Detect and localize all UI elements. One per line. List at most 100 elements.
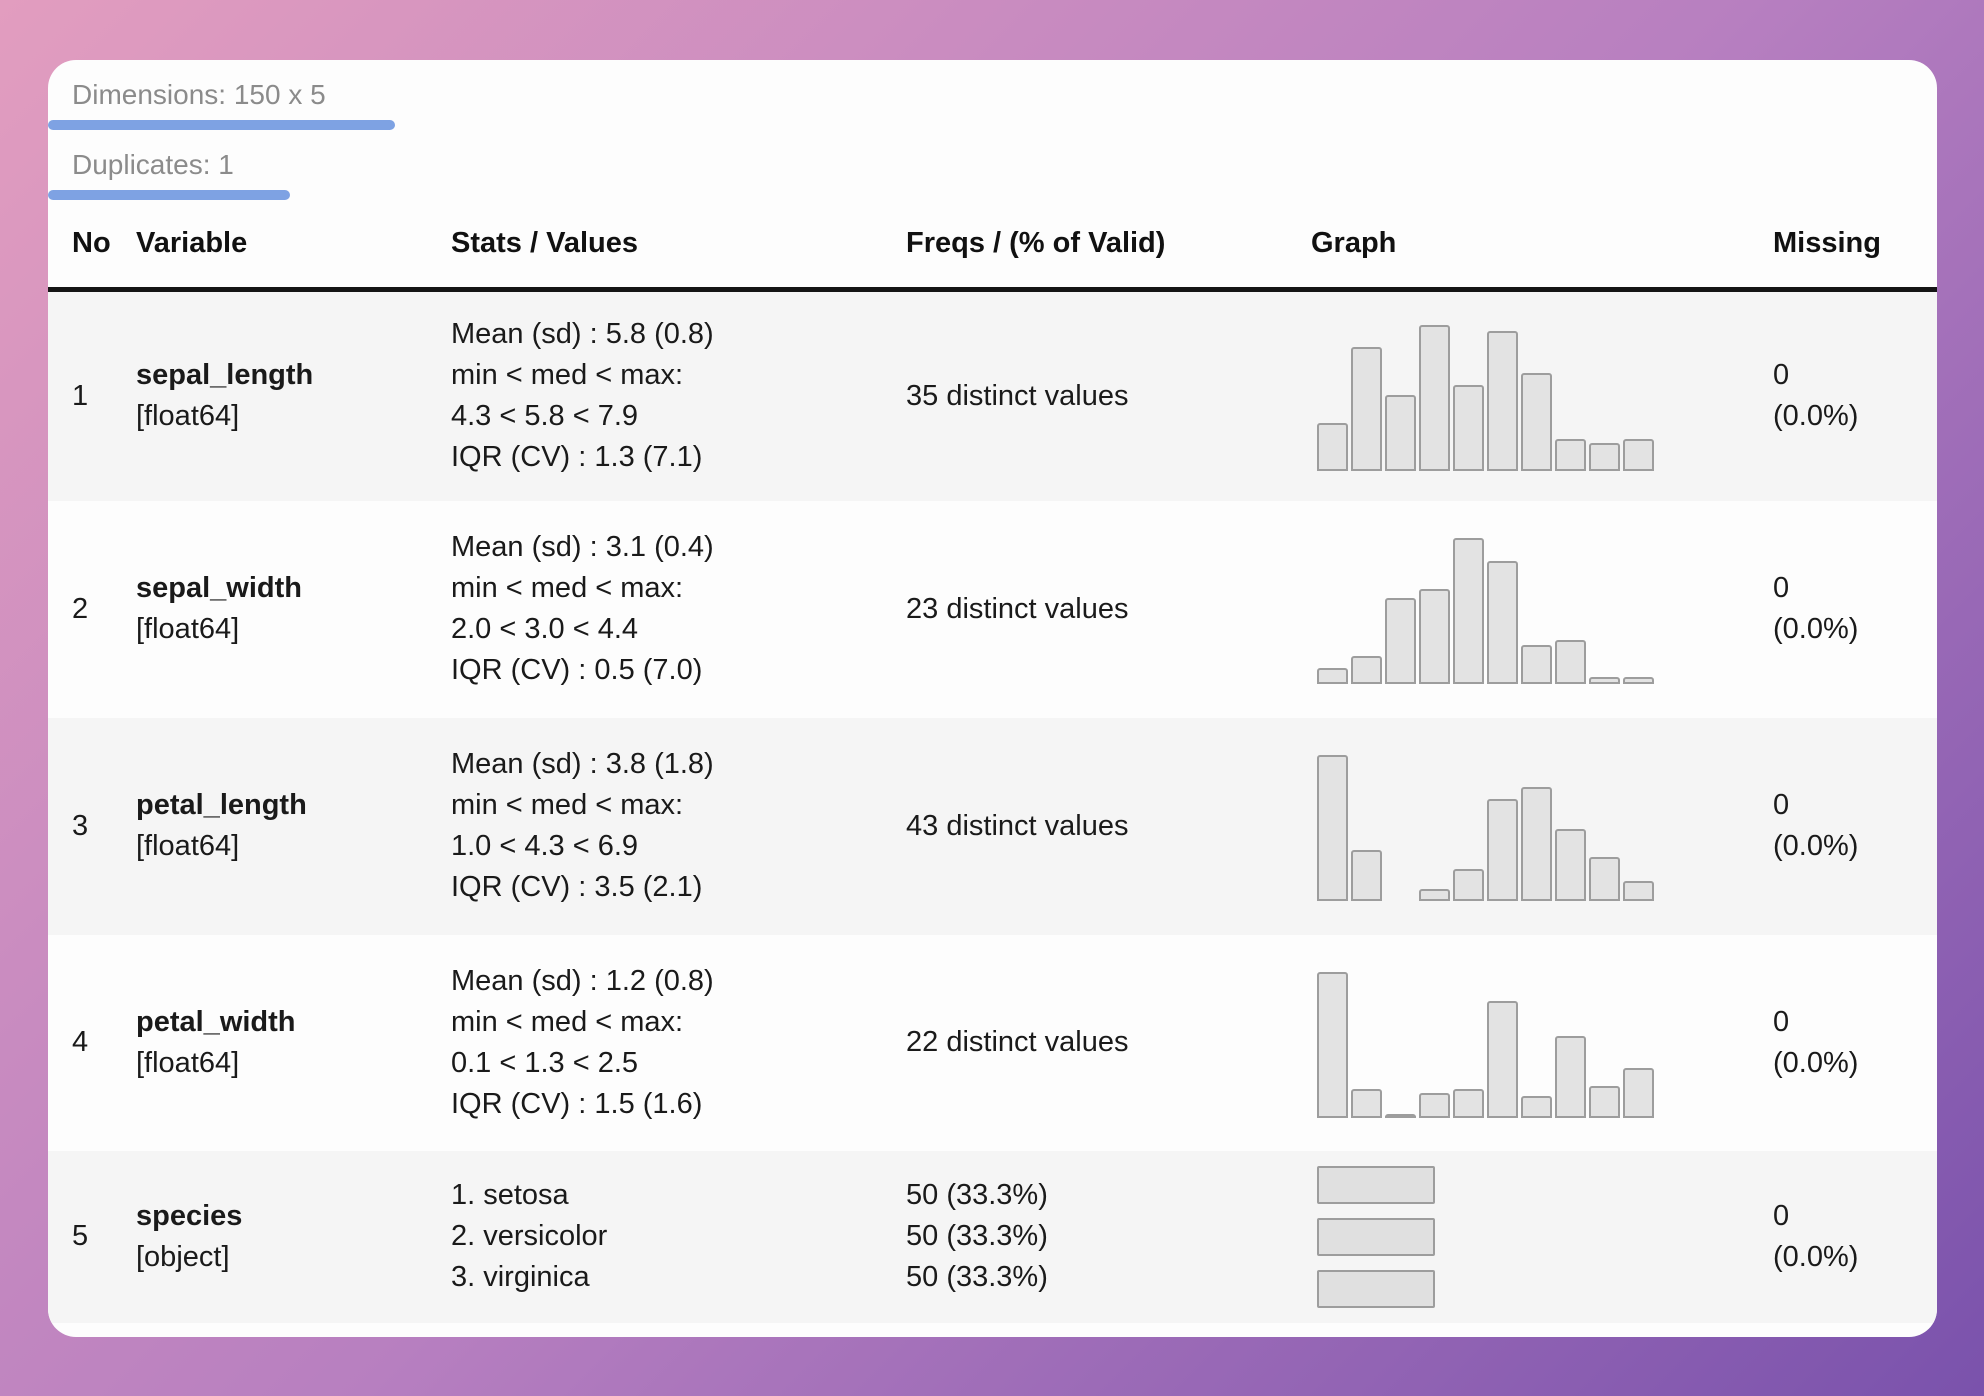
missing-cell: 0 (0.0%) xyxy=(1773,718,1937,935)
histogram-bar xyxy=(1555,640,1586,684)
cell-line: 50 (33.3%) xyxy=(906,1179,1048,1211)
cell-line: IQR (CV) : 1.5 (1.6) xyxy=(451,1087,703,1120)
histogram-bar xyxy=(1555,1035,1586,1118)
histogram-bar xyxy=(1351,1088,1382,1118)
variable-dtype: [object] xyxy=(136,1240,230,1273)
category-bar xyxy=(1317,1269,1435,1308)
dimensions-label: Dimensions: 150 x 5 xyxy=(72,79,326,110)
histogram-bar xyxy=(1521,1095,1552,1118)
table-row-petal-width: 4 petal_width [float64] Mean (sd) : 1.2 … xyxy=(48,935,1937,1151)
variable-cell: sepal_length [float64] xyxy=(136,290,451,501)
cell-line: 43 distinct values xyxy=(906,809,1129,842)
histogram-bar xyxy=(1589,857,1620,901)
dimensions-underline-highlight xyxy=(48,120,395,130)
variable-cell: petal_width [float64] xyxy=(136,935,451,1151)
cell-line: 1. setosa xyxy=(451,1179,569,1211)
cell-line: 0 xyxy=(1773,359,1790,392)
stats-cell: Mean (sd) : 3.8 (1.8) min < med < max: 1.0… xyxy=(451,718,906,935)
row-number: 3 xyxy=(72,809,89,842)
histogram-bar xyxy=(1555,439,1586,472)
histogram-bar xyxy=(1521,787,1552,901)
cell-line: 0 xyxy=(1773,789,1790,821)
cell-line: 23 distinct values xyxy=(906,592,1129,625)
header-variable: Variable xyxy=(136,200,451,292)
cell-line: 50 (33.3%) xyxy=(906,1261,1048,1293)
report-card: Dimensions: 150 x 5 Duplicates: 1 No Var… xyxy=(48,60,1937,1337)
cell-line: 2.0 < 3.0 < 4.4 xyxy=(451,613,639,645)
histogram-bar xyxy=(1623,881,1654,901)
missing-cell: 0 (0.0%) xyxy=(1773,290,1937,501)
histogram-bar xyxy=(1419,889,1450,901)
cell-line: min < med < max: xyxy=(451,1005,684,1038)
histogram-bar xyxy=(1589,677,1620,684)
freqs-cell: 22 distinct values xyxy=(906,935,1311,1151)
cell-line: IQR (CV) : 0.5 (7.0) xyxy=(451,654,703,686)
histogram-bar xyxy=(1487,331,1518,472)
cell-line: (0.0%) xyxy=(1773,830,1859,862)
cell-line: min < med < max: xyxy=(451,572,684,604)
header-missing: Missing xyxy=(1773,200,1937,292)
cell-line: (0.0%) xyxy=(1773,1046,1859,1079)
histogram-bar xyxy=(1487,1000,1518,1118)
histogram-bar xyxy=(1453,1088,1484,1118)
histogram-bar xyxy=(1317,423,1348,472)
histogram-bar xyxy=(1419,1092,1450,1118)
duplicates-label: Duplicates: 1 xyxy=(72,149,234,180)
cell-line: 1.0 < 4.3 < 6.9 xyxy=(451,830,639,862)
histogram-bar xyxy=(1351,850,1382,901)
histogram-bar xyxy=(1351,347,1382,472)
histogram-bar xyxy=(1589,1085,1620,1118)
histogram-bar xyxy=(1453,538,1484,684)
graph-cell xyxy=(1311,935,1773,1151)
table-row-sepal-length: 1 sepal_length [float64] Mean (sd) : 5.8… xyxy=(48,289,1937,501)
header-stats-values: Stats / Values xyxy=(451,200,906,292)
missing-cell: 0 (0.0%) xyxy=(1773,501,1937,718)
variable-name: species xyxy=(136,1199,243,1232)
cell-line: Mean (sd) : 5.8 (0.8) xyxy=(451,318,714,351)
histogram-bar xyxy=(1487,561,1518,684)
freqs-cell: 43 distinct values xyxy=(906,718,1311,935)
histogram-bar xyxy=(1317,755,1348,901)
cell-line: 0.1 < 1.3 < 2.5 xyxy=(451,1046,639,1079)
cell-line: 0 xyxy=(1773,572,1790,604)
variable-dtype: [float64] xyxy=(136,830,240,862)
variable-dtype: [float64] xyxy=(136,1046,240,1079)
category-bar xyxy=(1317,1217,1435,1256)
missing-cell: 0 (0.0%) xyxy=(1773,1151,1937,1323)
histogram-bar xyxy=(1623,1067,1654,1118)
cell-line: min < med < max: xyxy=(451,789,684,821)
cell-line: 0 xyxy=(1773,1005,1790,1038)
sepal-width-histogram xyxy=(1311,534,1773,684)
table-row-petal-length: 3 petal_length [float64] Mean (sd) : 3.8… xyxy=(48,717,1937,935)
missing-cell: 0 (0.0%) xyxy=(1773,935,1937,1151)
variable-dtype: [float64] xyxy=(136,400,240,433)
cell-line: IQR (CV) : 3.5 (2.1) xyxy=(451,871,703,903)
cell-line: 35 distinct values xyxy=(906,379,1129,412)
histogram-bar xyxy=(1385,1113,1416,1118)
summary-table: No Variable Stats / Values Freqs / (% of… xyxy=(48,200,1937,1323)
summary-table-header-row: No Variable Stats / Values Freqs / (% of… xyxy=(48,200,1937,292)
histogram-bar xyxy=(1521,373,1552,472)
row-number: 4 xyxy=(72,1026,89,1058)
histogram-bar xyxy=(1385,395,1416,472)
histogram-bar xyxy=(1623,439,1654,472)
histogram-bar xyxy=(1419,325,1450,472)
stats-cell: Mean (sd) : 5.8 (0.8) min < med < max: 4.3… xyxy=(451,290,906,501)
variable-cell: sepal_width [float64] xyxy=(136,501,451,718)
header-freqs: Freqs / (% of Valid) xyxy=(906,200,1311,292)
cell-line: (0.0%) xyxy=(1773,613,1859,645)
cell-line: 3. virginica xyxy=(451,1261,590,1293)
histogram-bar xyxy=(1385,598,1416,684)
variable-name: petal_length xyxy=(136,789,307,821)
cell-line: 22 distinct values xyxy=(906,1026,1129,1058)
cell-line: Mean (sd) : 3.1 (0.4) xyxy=(451,531,714,563)
histogram-bar xyxy=(1317,971,1348,1118)
variable-name: petal_width xyxy=(136,1005,296,1038)
variable-cell: petal_length [float64] xyxy=(136,718,451,935)
histogram-bar xyxy=(1521,645,1552,684)
variable-name: sepal_length xyxy=(136,359,314,392)
row-number: 1 xyxy=(72,379,89,412)
cell-line: Mean (sd) : 3.8 (1.8) xyxy=(451,748,714,780)
row-number: 2 xyxy=(72,592,89,625)
variable-cell: species [object] xyxy=(136,1151,451,1323)
